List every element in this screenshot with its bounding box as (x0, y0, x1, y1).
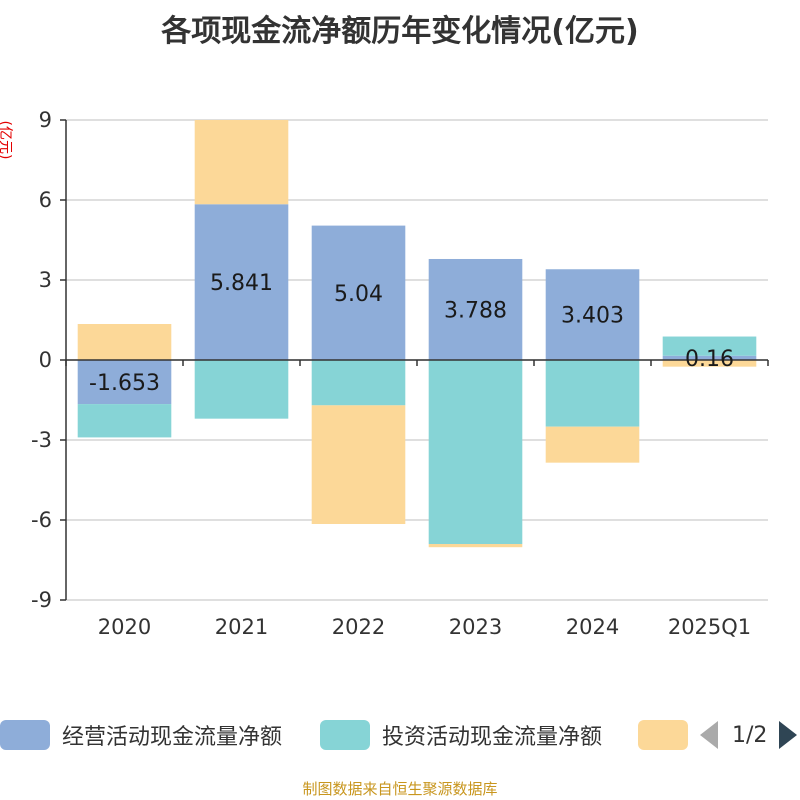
bar-series-3-2024[interactable] (545, 426, 640, 463)
bar-series-1-2020[interactable] (77, 360, 172, 405)
legend-item-series-1[interactable]: 经营活动现金流量净额 (0, 714, 282, 756)
legend-swatch (638, 720, 688, 750)
y-tick-label: -6 (31, 508, 52, 532)
bar-series-2-2024[interactable] (545, 360, 640, 427)
bar-series-3-2022[interactable] (311, 405, 406, 524)
legend-prev-page-icon[interactable] (700, 721, 718, 749)
data-label: 3.403 (561, 304, 624, 329)
bar-series-2-2022[interactable] (311, 360, 406, 406)
x-tick-label: 2021 (215, 615, 268, 639)
x-tick-label: 2025Q1 (668, 615, 751, 639)
x-tick-label: 2024 (566, 615, 619, 639)
bar-series-3-2020[interactable] (77, 324, 172, 360)
y-tick-label: 0 (39, 348, 52, 372)
legend-pager: 1/2 (700, 714, 798, 756)
bar-series-2-2023[interactable] (428, 360, 523, 544)
bar-series-3-2025Q1[interactable] (662, 360, 757, 367)
y-tick-label: 3 (39, 268, 52, 292)
x-tick-label: 2022 (332, 615, 385, 639)
legend-label: 投资活动现金流量净额 (382, 725, 603, 750)
legend-swatch (320, 720, 370, 750)
y-tick-label: 9 (39, 108, 52, 132)
legend-item-series-3[interactable] (638, 714, 688, 756)
data-label: -1.653 (89, 371, 160, 396)
legend-swatch (0, 720, 50, 750)
data-label: 5.04 (334, 282, 383, 307)
bar-series-2-2020[interactable] (77, 404, 172, 438)
y-tick-label: -3 (31, 428, 52, 452)
bar-series-1-2025Q1[interactable] (662, 355, 757, 360)
legend: 经营活动现金流量净额 投资活动现金流量净额 1/2 (0, 714, 800, 756)
source-note: 制图数据来自恒生聚源数据库 (302, 780, 498, 798)
y-tick-label: -9 (31, 588, 52, 612)
bar-series-1-2021[interactable] (194, 204, 289, 360)
bar-series-3-2023[interactable] (428, 544, 523, 548)
legend-next-page-icon[interactable] (779, 721, 798, 749)
data-label: 0.16 (685, 347, 734, 372)
bar-series-1-2024[interactable] (545, 269, 640, 360)
data-label: 3.788 (444, 298, 507, 323)
bar-series-2-2021[interactable] (194, 360, 289, 419)
bar-series-3-2021[interactable] (194, 119, 289, 205)
legend-label: 经营活动现金流量净额 (62, 725, 283, 750)
x-tick-label: 2023 (449, 615, 502, 639)
y-tick-label: 6 (39, 188, 52, 212)
legend-item-series-2[interactable]: 投资活动现金流量净额 (320, 714, 602, 756)
chart-title: 各项现金流净额历年变化情况(亿元) (161, 14, 639, 49)
chart-plot-area: -9 -6 -3 0 3 6 9 2020 2021 2022 2023 2024 2025Q1 -1.… (31, 108, 769, 639)
x-tick-label: 2020 (98, 615, 151, 639)
data-label: 5.841 (210, 271, 273, 296)
legend-page-indicator: 1/2 (732, 722, 768, 748)
bar-series-1-2022[interactable] (311, 225, 406, 360)
bar-series-2-2025Q1[interactable] (662, 336, 757, 356)
bar-series-1-2023[interactable] (428, 258, 523, 360)
